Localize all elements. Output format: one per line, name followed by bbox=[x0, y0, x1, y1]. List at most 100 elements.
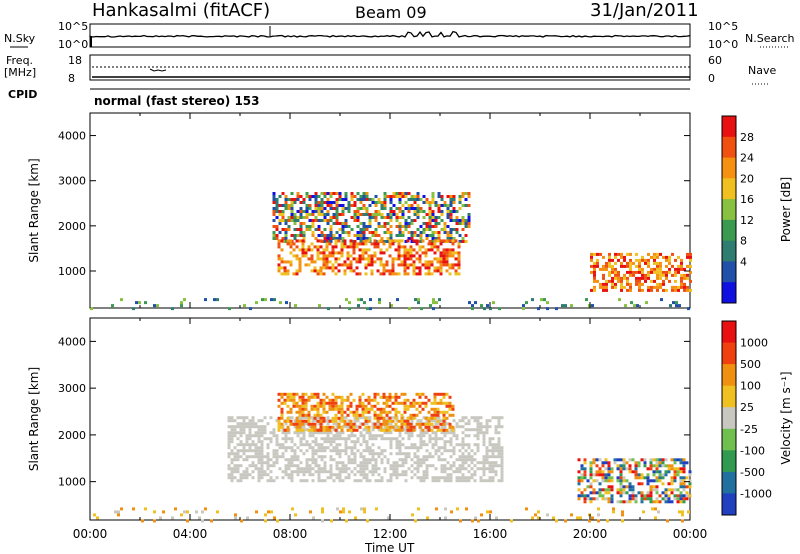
data-cell bbox=[398, 443, 402, 447]
data-cell bbox=[323, 455, 327, 459]
data-cell bbox=[388, 242, 392, 246]
data-cell bbox=[269, 431, 273, 435]
data-cell bbox=[349, 239, 353, 243]
data-cell bbox=[210, 519, 213, 523]
data-cell bbox=[227, 416, 231, 420]
data-cell bbox=[431, 455, 435, 459]
data-cell bbox=[485, 422, 489, 426]
data-cell bbox=[337, 251, 341, 255]
data-cell bbox=[398, 434, 402, 438]
data-cell bbox=[198, 516, 201, 520]
data-cell bbox=[671, 285, 674, 289]
data-cell bbox=[436, 419, 440, 423]
data-cell bbox=[419, 210, 423, 213]
data-cell bbox=[286, 392, 290, 396]
data-cell bbox=[412, 416, 416, 420]
data-cell bbox=[436, 239, 440, 243]
data-cell bbox=[437, 237, 441, 240]
data-cell bbox=[264, 519, 267, 523]
data-cell bbox=[364, 272, 368, 276]
data-cell bbox=[334, 416, 338, 420]
data-cell bbox=[391, 257, 395, 261]
data-cell bbox=[424, 422, 428, 426]
data-cell bbox=[649, 458, 653, 462]
data-cell bbox=[416, 419, 420, 423]
data-cell bbox=[412, 425, 416, 429]
data-cell bbox=[492, 301, 495, 305]
data-cell bbox=[334, 245, 338, 249]
data-cell bbox=[304, 398, 308, 402]
data-cell bbox=[302, 479, 306, 483]
data-cell bbox=[455, 479, 459, 483]
data-cell bbox=[299, 479, 303, 483]
data-cell bbox=[355, 257, 359, 261]
data-cell bbox=[485, 449, 489, 453]
data-cell bbox=[317, 416, 321, 420]
data-cell bbox=[436, 269, 440, 273]
data-cell bbox=[664, 488, 668, 492]
data-cell bbox=[455, 437, 459, 441]
data-cell bbox=[591, 516, 594, 520]
data-cell bbox=[659, 285, 662, 289]
data-cell bbox=[422, 461, 426, 465]
data-cell bbox=[316, 272, 320, 276]
data-cell bbox=[243, 304, 246, 308]
data-cell bbox=[278, 210, 282, 213]
data-cell bbox=[628, 467, 632, 471]
data-cell bbox=[583, 461, 587, 465]
data-cell bbox=[422, 201, 426, 204]
data-cell bbox=[263, 455, 267, 459]
data-cell bbox=[365, 422, 369, 426]
data-cell bbox=[344, 225, 348, 228]
data-cell bbox=[341, 470, 345, 474]
data-cell bbox=[239, 443, 243, 447]
data-cell bbox=[277, 266, 281, 270]
data-cell bbox=[500, 470, 504, 474]
data-cell bbox=[286, 260, 290, 264]
data-cell bbox=[180, 301, 183, 305]
data-cell bbox=[433, 245, 437, 249]
data-cell bbox=[643, 494, 647, 498]
data-cell bbox=[281, 428, 285, 432]
data-cell bbox=[347, 204, 351, 207]
data-cell bbox=[675, 301, 678, 305]
data-cell bbox=[599, 252, 602, 256]
data-cell bbox=[257, 455, 261, 459]
data-cell bbox=[316, 248, 320, 252]
data-cell bbox=[337, 269, 341, 273]
data-cell bbox=[245, 440, 249, 444]
data-cell bbox=[431, 443, 435, 447]
data-cell bbox=[616, 500, 620, 504]
data-cell bbox=[425, 228, 429, 231]
data-cell bbox=[314, 210, 318, 213]
data-cell bbox=[327, 307, 330, 311]
data-cell bbox=[374, 228, 378, 231]
data-cell bbox=[461, 228, 465, 231]
data-cell bbox=[290, 210, 294, 213]
data-cell bbox=[670, 482, 674, 486]
data-cell bbox=[467, 446, 471, 450]
data-cell bbox=[301, 410, 305, 414]
data-cell bbox=[293, 431, 297, 435]
data-cell bbox=[416, 461, 420, 465]
data-cell bbox=[370, 269, 374, 273]
data-cell bbox=[346, 413, 350, 417]
data-cell bbox=[281, 446, 285, 450]
data-cell bbox=[619, 473, 623, 477]
data-cell bbox=[335, 431, 339, 435]
data-cell bbox=[391, 269, 395, 273]
data-cell bbox=[284, 470, 288, 474]
data-cell bbox=[316, 239, 320, 243]
data-cell bbox=[307, 245, 311, 249]
data-cell bbox=[308, 443, 312, 447]
data-cell bbox=[287, 473, 291, 477]
data-cell bbox=[668, 261, 671, 265]
data-cell bbox=[424, 416, 428, 420]
data-cell bbox=[310, 269, 314, 273]
data-cell bbox=[362, 467, 366, 471]
data-cell bbox=[236, 458, 240, 462]
data-cell bbox=[401, 204, 405, 207]
data-cell bbox=[436, 401, 440, 405]
data-cell bbox=[320, 470, 324, 474]
data-cell bbox=[425, 428, 429, 432]
